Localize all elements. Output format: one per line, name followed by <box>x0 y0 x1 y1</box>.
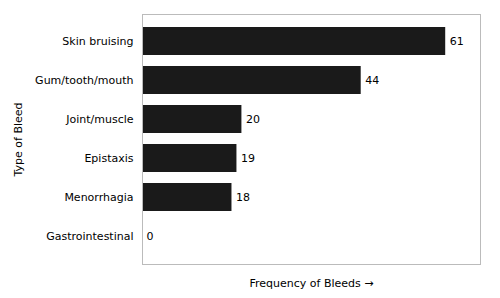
svg-text:20: 20 <box>246 113 260 126</box>
svg-text:18: 18 <box>236 191 250 204</box>
svg-text:Skin bruising: Skin bruising <box>62 35 133 48</box>
svg-text:Gastrointestinal: Gastrointestinal <box>46 230 133 243</box>
svg-text:19: 19 <box>241 152 255 165</box>
svg-text:Epistaxis: Epistaxis <box>84 152 133 165</box>
svg-text:61: 61 <box>450 35 464 48</box>
svg-text:44: 44 <box>365 74 379 87</box>
svg-text:0: 0 <box>147 230 154 243</box>
svg-text:Joint/muscle: Joint/muscle <box>65 113 134 126</box>
svg-text:Type of Bleed: Type of Bleed <box>12 103 25 178</box>
svg-text:Gum/tooth/mouth: Gum/tooth/mouth <box>35 74 133 87</box>
svg-text:Menorrhagia: Menorrhagia <box>64 191 133 204</box>
svg-text:Frequency of Bleeds →: Frequency of Bleeds → <box>250 277 374 290</box>
